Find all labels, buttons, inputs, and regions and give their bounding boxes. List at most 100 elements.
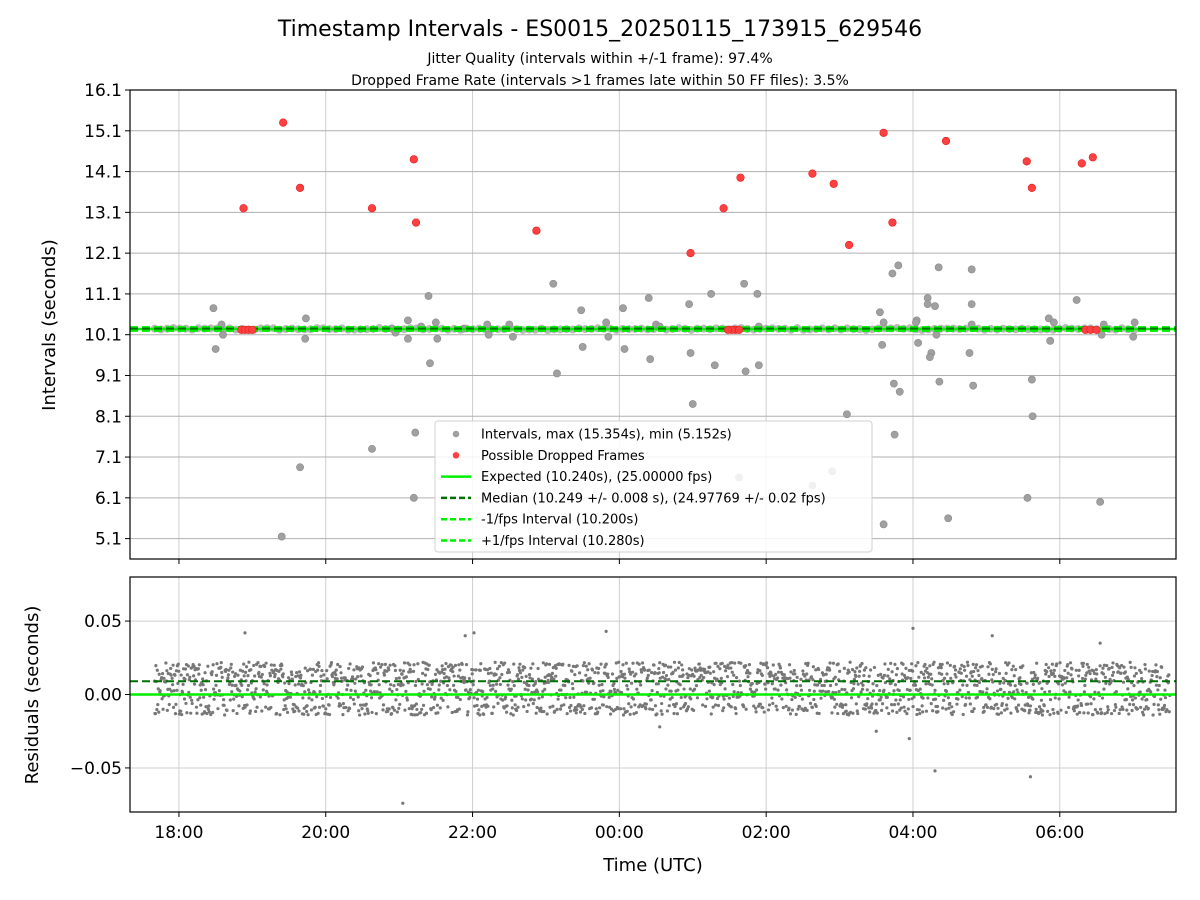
residual-point (328, 695, 333, 700)
residual-point (931, 709, 935, 713)
interval-point (219, 330, 227, 339)
residual-point (767, 703, 772, 707)
residual-point (325, 669, 329, 673)
dropped-frame-point (734, 325, 744, 334)
residual-point (1064, 710, 1068, 715)
residual-point (828, 683, 833, 688)
residual-point (1063, 668, 1067, 673)
residual-point (991, 680, 995, 684)
residual-point (1074, 668, 1078, 672)
residual-point (1046, 709, 1050, 714)
residual-point (1002, 690, 1006, 694)
residual-point (822, 683, 826, 688)
residual-point (302, 712, 306, 716)
interval-point (1129, 332, 1138, 341)
residual-point (171, 663, 175, 667)
residual-point (424, 711, 429, 715)
residual-point (880, 702, 885, 706)
residual-point (460, 662, 464, 667)
interval-point (889, 379, 898, 388)
residual-point (1038, 710, 1043, 714)
residual-point (415, 707, 419, 712)
residual-point (879, 672, 883, 676)
residual-point (1086, 711, 1090, 715)
residual-point (512, 684, 516, 688)
residual-point (901, 695, 906, 699)
residual-point (283, 681, 287, 685)
residual-point (1152, 702, 1156, 706)
residual-point (579, 705, 583, 709)
dropped-frame-point (1092, 325, 1101, 334)
residual-point (325, 677, 329, 681)
residual-point (273, 672, 277, 676)
residual-point (553, 664, 557, 668)
residual-point (677, 660, 681, 665)
residual-point (505, 704, 509, 708)
residual-point (901, 662, 905, 666)
residual-point (464, 688, 468, 692)
residual-point (686, 705, 690, 709)
residual-point (1059, 708, 1063, 712)
residual-point (964, 674, 969, 678)
residual-point (306, 688, 311, 692)
residual-point (856, 711, 860, 716)
residual-point (1057, 697, 1061, 701)
residual-point (1114, 690, 1118, 694)
residual-point (504, 695, 508, 699)
interval-point (912, 318, 920, 327)
residual-point (660, 712, 664, 716)
residual-point (284, 707, 288, 711)
residual-point (497, 664, 502, 668)
residual-point (515, 708, 519, 713)
top-y-tick-label: 10.1 (84, 326, 122, 346)
interval-point (1096, 498, 1105, 506)
residual-point (241, 669, 245, 673)
top-y-tick-label: 13.1 (84, 203, 122, 223)
residual-point (661, 670, 666, 675)
residual-point (157, 710, 161, 714)
residual-point (232, 697, 236, 701)
residual-point (1070, 677, 1075, 681)
residual-point (729, 705, 733, 709)
residual-point (750, 681, 754, 686)
residual-point (910, 662, 914, 666)
residual-point (1130, 698, 1135, 702)
residual-point (911, 704, 915, 709)
x-tick-label: 00:00 (595, 823, 644, 843)
x-tick-label: 20:00 (301, 823, 350, 843)
residual-point (322, 673, 326, 677)
residual-point (1133, 666, 1137, 670)
residual-point (593, 670, 597, 675)
interval-point (935, 377, 944, 386)
residual-point (246, 683, 251, 688)
residual-point (623, 676, 627, 680)
residual-point (926, 675, 930, 679)
residual-point (289, 670, 294, 674)
interval-point (1023, 493, 1032, 502)
residual-point (878, 689, 882, 693)
residual-point (510, 706, 514, 710)
residual-point (400, 672, 404, 676)
residual-point (788, 712, 793, 716)
residual-point (209, 712, 213, 717)
residual-point (581, 664, 586, 668)
interval-point (685, 300, 693, 309)
residual-point (799, 677, 803, 682)
interval-point (368, 444, 376, 453)
residual-point (515, 673, 520, 677)
residual-point (832, 697, 836, 701)
residual-point (286, 676, 291, 680)
residual-point (598, 706, 602, 710)
residual-point (682, 687, 686, 691)
residual-point (541, 661, 545, 665)
residual-point (836, 711, 840, 716)
residual-point (680, 663, 684, 667)
residual-point (811, 678, 815, 682)
residual-point (996, 706, 1000, 710)
residual-point (933, 769, 937, 773)
residual-point (837, 689, 841, 694)
residual-point (1044, 662, 1048, 667)
residual-point (524, 698, 528, 702)
residual-point (814, 668, 818, 672)
residual-point (197, 672, 201, 676)
